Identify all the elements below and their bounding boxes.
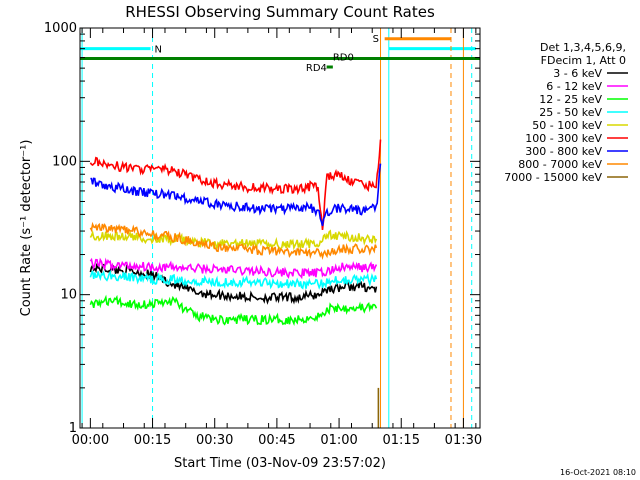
flag-label-s: S [373, 34, 379, 45]
x-tick-label-3: 00:45 [258, 433, 295, 448]
series-line-100-300-kev [89, 139, 382, 230]
x-axis: 00:00 00:15 00:30 00:45 01:00 01:15 01:30 [72, 28, 482, 448]
series-line-12-25-kev [89, 294, 378, 327]
x-tick-label-1: 00:15 [134, 433, 171, 448]
series-line-6-12-kev [89, 257, 378, 280]
y-tick-label-3: 1000 [44, 21, 77, 36]
y-tick-label-0: 1 [69, 421, 77, 436]
x-tick-label-2: 00:30 [196, 433, 233, 448]
plot-frame [79, 27, 481, 429]
series-line-300-800-kev [90, 163, 382, 227]
series-line-25-50-kev [89, 269, 378, 290]
legend-label-7000-15000-kev: 7000 - 15000 keV [504, 171, 602, 184]
y-axis-label: Count Rate (s⁻¹ detector⁻¹) [19, 140, 34, 317]
chart-title: RHESSI Observing Summary Count Rates [125, 3, 435, 21]
series-line-3-6-kev [89, 263, 378, 305]
legend-label-12-25-kev: 12 - 25 keV [539, 93, 602, 106]
series-layer [89, 139, 382, 428]
y-tick-label-1: 10 [60, 288, 77, 303]
legend-label-100-300-kev: 100 - 300 keV [525, 132, 602, 145]
x-tick-label-5: 01:15 [383, 433, 420, 448]
y-tick-label-2: 100 [52, 154, 77, 169]
legend-label-300-800-kev: 300 - 800 keV [525, 145, 602, 158]
flag-label-rd0: RD0 [333, 53, 354, 64]
flags-layer: N S RD0 RD4 [80, 28, 480, 428]
x-tick-label-0: 00:00 [72, 433, 109, 448]
y-axis: 1 10 100 1000 [44, 21, 480, 436]
legend-label-800-7000-kev: 800 - 7000 keV [518, 158, 602, 171]
legend-label-3-6-kev: 3 - 6 keV [553, 67, 602, 80]
legend-label-50-100-kev: 50 - 100 keV [532, 119, 602, 132]
timestamp: 16-Oct-2021 08:10 [560, 468, 636, 477]
flag-label-n: N [154, 45, 161, 56]
flag-label-rd4: RD4 [306, 63, 327, 74]
series-line-50-100-kev [89, 229, 378, 251]
x-axis-label: Start Time (03-Nov-09 23:57:02) [174, 456, 386, 471]
series-line-800-7000-kev [89, 221, 378, 261]
x-tick-label-4: 01:00 [320, 433, 357, 448]
legend: Det 1,3,4,5,6,9, FDecim 1, Att 0 3 - 6 k… [504, 41, 628, 184]
legend-header-line-2: FDecim 1, Att 0 [541, 54, 626, 67]
legend-label-25-50-kev: 25 - 50 keV [539, 106, 602, 119]
x-tick-label-6: 01:30 [445, 433, 482, 448]
legend-label-6-12-kev: 6 - 12 keV [546, 80, 602, 93]
legend-header-line-1: Det 1,3,4,5,6,9, [540, 41, 626, 54]
